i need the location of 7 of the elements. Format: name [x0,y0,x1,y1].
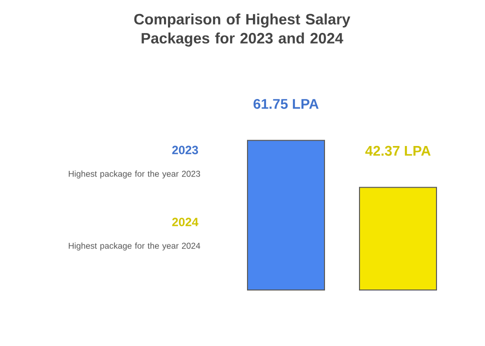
text: 2024 [172,218,198,226]
text: Highest package for the year 2024 [68,242,200,250]
text: Highest package for the year 2023 [68,170,200,178]
data-label: 42.37 LPA [365,146,431,156]
data-label: 61.75 LPA [254,98,319,109]
chart-title: Comparison of Highest Salary Packages for 2023 and 2024 [134,14,350,47]
text: 2023 [172,146,198,154]
